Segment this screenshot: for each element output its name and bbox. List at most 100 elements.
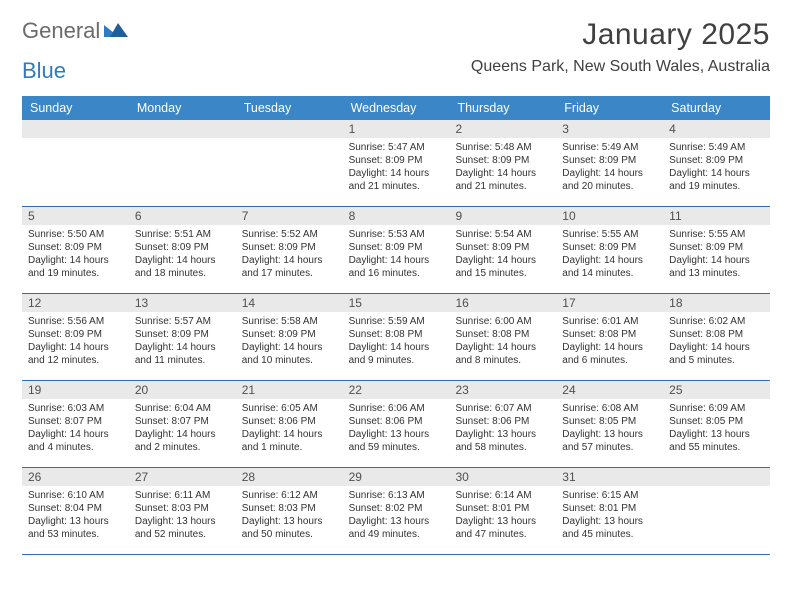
logo: General [22,18,80,44]
day-number: 31 [556,468,663,486]
daylight-line: Daylight: 14 hours and 11 minutes. [135,341,230,367]
sunrise-line: Sunrise: 6:03 AM [28,402,123,415]
day-details: Sunrise: 6:07 AMSunset: 8:06 PMDaylight:… [449,399,556,458]
daylight-line: Daylight: 13 hours and 59 minutes. [349,428,444,454]
sunset-line: Sunset: 8:08 PM [562,328,657,341]
sunset-line: Sunset: 8:09 PM [349,241,444,254]
day-cell: 23Sunrise: 6:07 AMSunset: 8:06 PMDayligh… [449,381,556,467]
day-details: Sunrise: 5:58 AMSunset: 8:09 PMDaylight:… [236,312,343,371]
daylight-line: Daylight: 13 hours and 50 minutes. [242,515,337,541]
day-cell: 16Sunrise: 6:00 AMSunset: 8:08 PMDayligh… [449,294,556,380]
sunset-line: Sunset: 8:09 PM [242,241,337,254]
day-cell: 8Sunrise: 5:53 AMSunset: 8:09 PMDaylight… [343,207,450,293]
day-details: Sunrise: 6:09 AMSunset: 8:05 PMDaylight:… [663,399,770,458]
day-number: 4 [663,120,770,138]
empty-day-cell [22,120,129,206]
sunset-line: Sunset: 8:07 PM [28,415,123,428]
sunrise-line: Sunrise: 6:11 AM [135,489,230,502]
sunrise-line: Sunrise: 6:07 AM [455,402,550,415]
sunrise-line: Sunrise: 5:57 AM [135,315,230,328]
day-details: Sunrise: 6:00 AMSunset: 8:08 PMDaylight:… [449,312,556,371]
calendar: Sunday Monday Tuesday Wednesday Thursday… [22,96,770,555]
calendar-week: 1Sunrise: 5:47 AMSunset: 8:09 PMDaylight… [22,120,770,207]
sunset-line: Sunset: 8:09 PM [669,241,764,254]
day-cell: 4Sunrise: 5:49 AMSunset: 8:09 PMDaylight… [663,120,770,206]
daylight-line: Daylight: 14 hours and 13 minutes. [669,254,764,280]
daylight-line: Daylight: 14 hours and 20 minutes. [562,167,657,193]
sunset-line: Sunset: 8:09 PM [562,154,657,167]
daylight-line: Daylight: 14 hours and 9 minutes. [349,341,444,367]
sunset-line: Sunset: 8:09 PM [135,241,230,254]
sunset-line: Sunset: 8:09 PM [669,154,764,167]
day-cell: 30Sunrise: 6:14 AMSunset: 8:01 PMDayligh… [449,468,556,554]
sunrise-line: Sunrise: 5:54 AM [455,228,550,241]
day-cell: 31Sunrise: 6:15 AMSunset: 8:01 PMDayligh… [556,468,663,554]
day-cell: 29Sunrise: 6:13 AMSunset: 8:02 PMDayligh… [343,468,450,554]
sunset-line: Sunset: 8:09 PM [455,241,550,254]
sunrise-line: Sunrise: 6:12 AM [242,489,337,502]
day-cell: 10Sunrise: 5:55 AMSunset: 8:09 PMDayligh… [556,207,663,293]
sunrise-line: Sunrise: 6:15 AM [562,489,657,502]
day-cell: 27Sunrise: 6:11 AMSunset: 8:03 PMDayligh… [129,468,236,554]
day-details: Sunrise: 6:02 AMSunset: 8:08 PMDaylight:… [663,312,770,371]
sunrise-line: Sunrise: 5:52 AM [242,228,337,241]
sunset-line: Sunset: 8:09 PM [28,241,123,254]
daylight-line: Daylight: 14 hours and 4 minutes. [28,428,123,454]
sunset-line: Sunset: 8:09 PM [28,328,123,341]
sunrise-line: Sunrise: 5:53 AM [349,228,444,241]
day-cell: 17Sunrise: 6:01 AMSunset: 8:08 PMDayligh… [556,294,663,380]
sunrise-line: Sunrise: 5:49 AM [669,141,764,154]
daylight-line: Daylight: 14 hours and 8 minutes. [455,341,550,367]
day-number: 10 [556,207,663,225]
day-number: 24 [556,381,663,399]
day-details: Sunrise: 5:49 AMSunset: 8:09 PMDaylight:… [556,138,663,197]
day-number: 26 [22,468,129,486]
sunrise-line: Sunrise: 5:56 AM [28,315,123,328]
day-details: Sunrise: 5:57 AMSunset: 8:09 PMDaylight:… [129,312,236,371]
weekday-tuesday: Tuesday [236,96,343,120]
day-number: 29 [343,468,450,486]
day-details: Sunrise: 5:59 AMSunset: 8:08 PMDaylight:… [343,312,450,371]
calendar-week: 26Sunrise: 6:10 AMSunset: 8:04 PMDayligh… [22,468,770,555]
day-number: 3 [556,120,663,138]
sunset-line: Sunset: 8:06 PM [349,415,444,428]
sunrise-line: Sunrise: 6:13 AM [349,489,444,502]
sunrise-line: Sunrise: 6:09 AM [669,402,764,415]
day-cell: 20Sunrise: 6:04 AMSunset: 8:07 PMDayligh… [129,381,236,467]
daylight-line: Daylight: 14 hours and 16 minutes. [349,254,444,280]
day-details: Sunrise: 6:05 AMSunset: 8:06 PMDaylight:… [236,399,343,458]
day-number: 17 [556,294,663,312]
daylight-line: Daylight: 14 hours and 12 minutes. [28,341,123,367]
day-details: Sunrise: 5:56 AMSunset: 8:09 PMDaylight:… [22,312,129,371]
day-cell: 18Sunrise: 6:02 AMSunset: 8:08 PMDayligh… [663,294,770,380]
day-cell: 3Sunrise: 5:49 AMSunset: 8:09 PMDaylight… [556,120,663,206]
day-cell: 19Sunrise: 6:03 AMSunset: 8:07 PMDayligh… [22,381,129,467]
sunset-line: Sunset: 8:08 PM [455,328,550,341]
sunrise-line: Sunrise: 6:01 AM [562,315,657,328]
day-details: Sunrise: 5:53 AMSunset: 8:09 PMDaylight:… [343,225,450,284]
sunset-line: Sunset: 8:02 PM [349,502,444,515]
sunset-line: Sunset: 8:05 PM [562,415,657,428]
calendar-weeks: 1Sunrise: 5:47 AMSunset: 8:09 PMDaylight… [22,120,770,555]
sunrise-line: Sunrise: 5:47 AM [349,141,444,154]
sunrise-line: Sunrise: 6:06 AM [349,402,444,415]
day-cell: 1Sunrise: 5:47 AMSunset: 8:09 PMDaylight… [343,120,450,206]
sunrise-line: Sunrise: 6:04 AM [135,402,230,415]
day-details: Sunrise: 6:13 AMSunset: 8:02 PMDaylight:… [343,486,450,545]
day-number: 27 [129,468,236,486]
day-number: 25 [663,381,770,399]
day-number: 14 [236,294,343,312]
day-cell: 13Sunrise: 5:57 AMSunset: 8:09 PMDayligh… [129,294,236,380]
daylight-line: Daylight: 14 hours and 14 minutes. [562,254,657,280]
sunset-line: Sunset: 8:05 PM [669,415,764,428]
logo-text-general: General [22,18,100,44]
empty-day-cell [663,468,770,554]
daylight-line: Daylight: 14 hours and 5 minutes. [669,341,764,367]
logo-mark-icon [104,19,130,44]
day-number: 20 [129,381,236,399]
daylight-line: Daylight: 13 hours and 53 minutes. [28,515,123,541]
sunset-line: Sunset: 8:06 PM [242,415,337,428]
day-number: 1 [343,120,450,138]
sunrise-line: Sunrise: 5:50 AM [28,228,123,241]
daylight-line: Daylight: 13 hours and 57 minutes. [562,428,657,454]
